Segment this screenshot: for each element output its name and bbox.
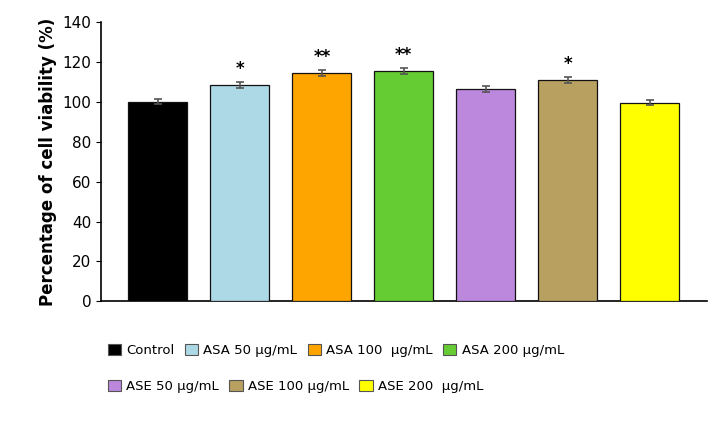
Bar <box>456 89 516 301</box>
Bar <box>211 85 270 301</box>
Y-axis label: Percentage of cell viability (%): Percentage of cell viability (%) <box>39 18 57 306</box>
Legend: ASE 50 μg/mL, ASE 100 μg/mL, ASE 200  μg/mL: ASE 50 μg/mL, ASE 100 μg/mL, ASE 200 μg/… <box>107 381 483 393</box>
Text: *: * <box>236 60 244 78</box>
Bar <box>374 71 433 301</box>
Text: *: * <box>563 55 572 74</box>
Bar <box>292 73 351 301</box>
Text: **: ** <box>313 48 330 66</box>
Bar <box>538 80 597 301</box>
Bar <box>128 102 187 301</box>
Bar <box>620 103 679 301</box>
Text: **: ** <box>395 47 412 64</box>
